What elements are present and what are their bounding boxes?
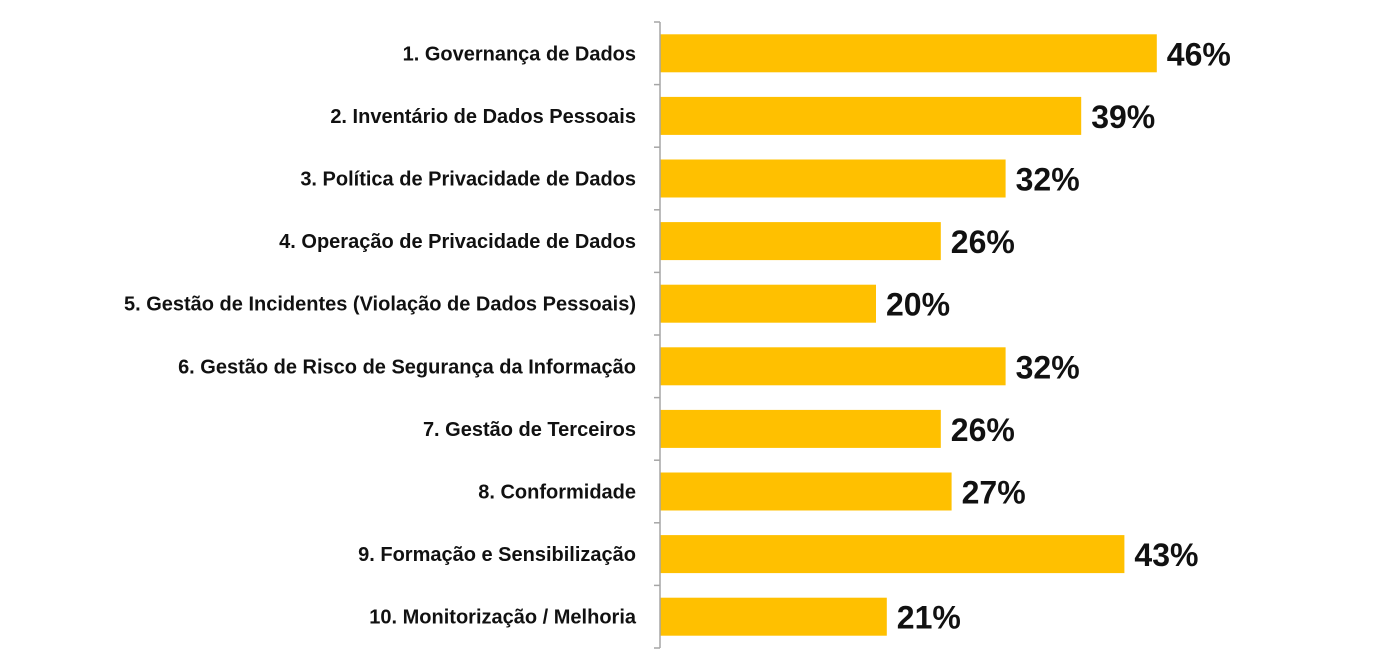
data-label-1: 46%	[1167, 36, 1231, 72]
category-labels: 1. Governança de Dados 2. Inventário de D…	[124, 43, 637, 628]
data-label-7: 26%	[951, 412, 1015, 448]
bars-group	[660, 34, 1157, 636]
bar-7	[660, 409, 941, 448]
bar-1	[660, 34, 1157, 73]
data-labels: 46%39%32%26%20%32%26%27%43%21%	[886, 36, 1231, 635]
data-label-9: 43%	[1134, 537, 1198, 573]
bar-2	[660, 96, 1082, 135]
category-label-1: 1. Governança de Dados	[403, 43, 636, 65]
data-label-8: 27%	[962, 475, 1026, 511]
category-label-5: 5. Gestão de Incidentes (Violação de Dad…	[124, 294, 636, 316]
category-label-2: 2. Inventário de Dados Pessoais	[330, 106, 636, 128]
category-label-9: 9. Formação e Sensibilização	[358, 544, 636, 566]
data-label-6: 32%	[1016, 349, 1080, 385]
bar-3	[660, 159, 1006, 198]
data-label-2: 39%	[1091, 99, 1155, 135]
bar-4	[660, 222, 941, 261]
bar-8	[660, 472, 952, 511]
category-label-4: 4. Operação de Privacidade de Dados	[279, 231, 636, 253]
category-label-8: 8. Conformidade	[478, 482, 636, 504]
category-label-6: 6. Gestão de Risco de Segurança da Infor…	[178, 356, 636, 378]
bar-6	[660, 347, 1006, 386]
category-label-7: 7. Gestão de Terceiros	[423, 419, 636, 441]
bar-5	[660, 284, 876, 323]
axis-ticks	[654, 21, 660, 649]
data-label-3: 32%	[1016, 162, 1080, 198]
data-label-5: 20%	[886, 287, 950, 323]
category-label-10: 10. Monitorização / Melhoria	[369, 607, 637, 629]
data-label-4: 26%	[951, 224, 1015, 260]
bar-10	[660, 597, 887, 636]
bar-9	[660, 535, 1125, 574]
data-label-10: 21%	[897, 600, 961, 636]
category-label-3: 3. Política de Privacidade de Dados	[300, 169, 636, 191]
